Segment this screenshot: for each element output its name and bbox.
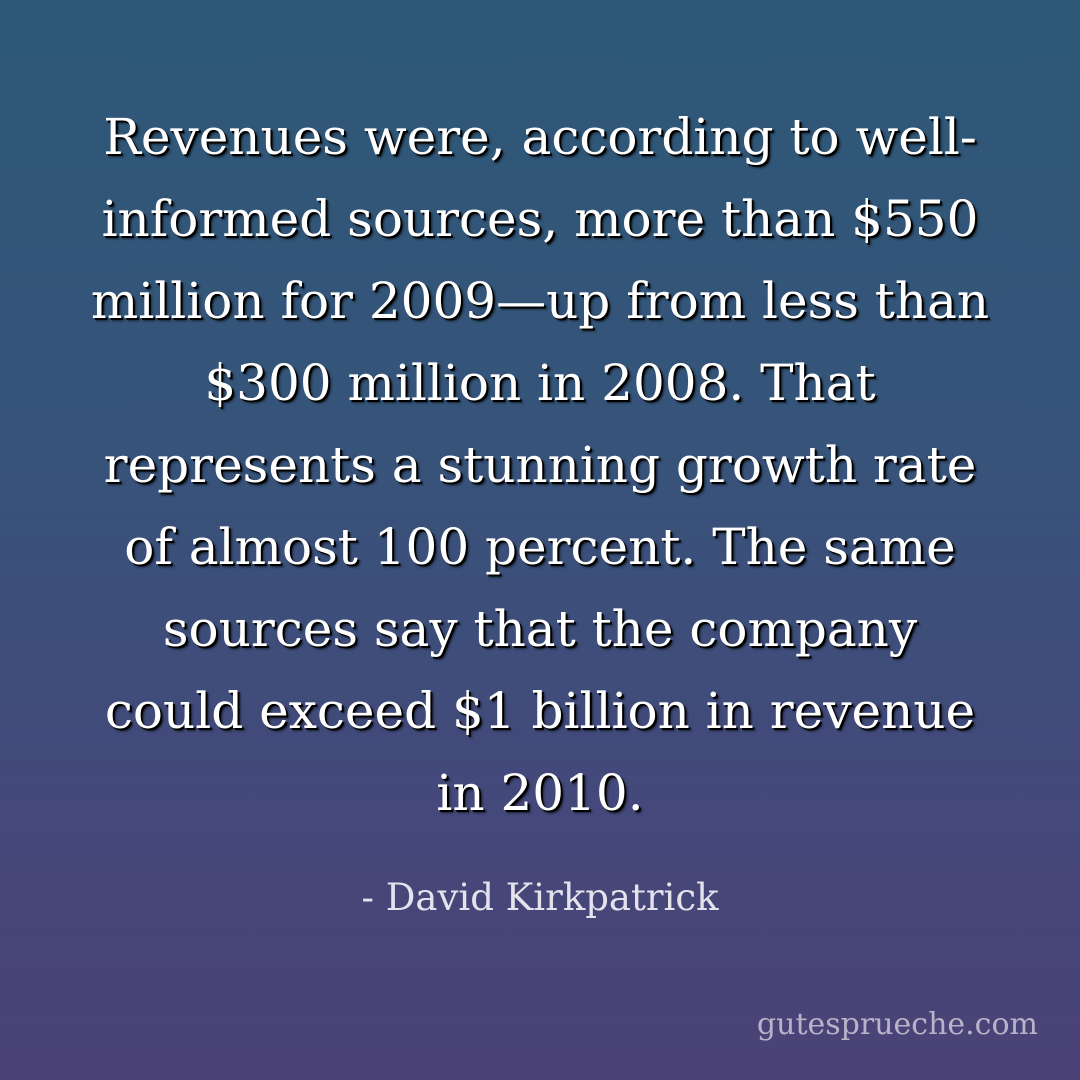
quote-text: Revenues were, according to well-informe… (90, 108, 990, 822)
quote-card: Revenues were, according to well-informe… (90, 96, 990, 920)
quote-author: - David Kirkpatrick (361, 876, 719, 919)
site-watermark: gutesprueche.com (756, 1007, 1038, 1042)
